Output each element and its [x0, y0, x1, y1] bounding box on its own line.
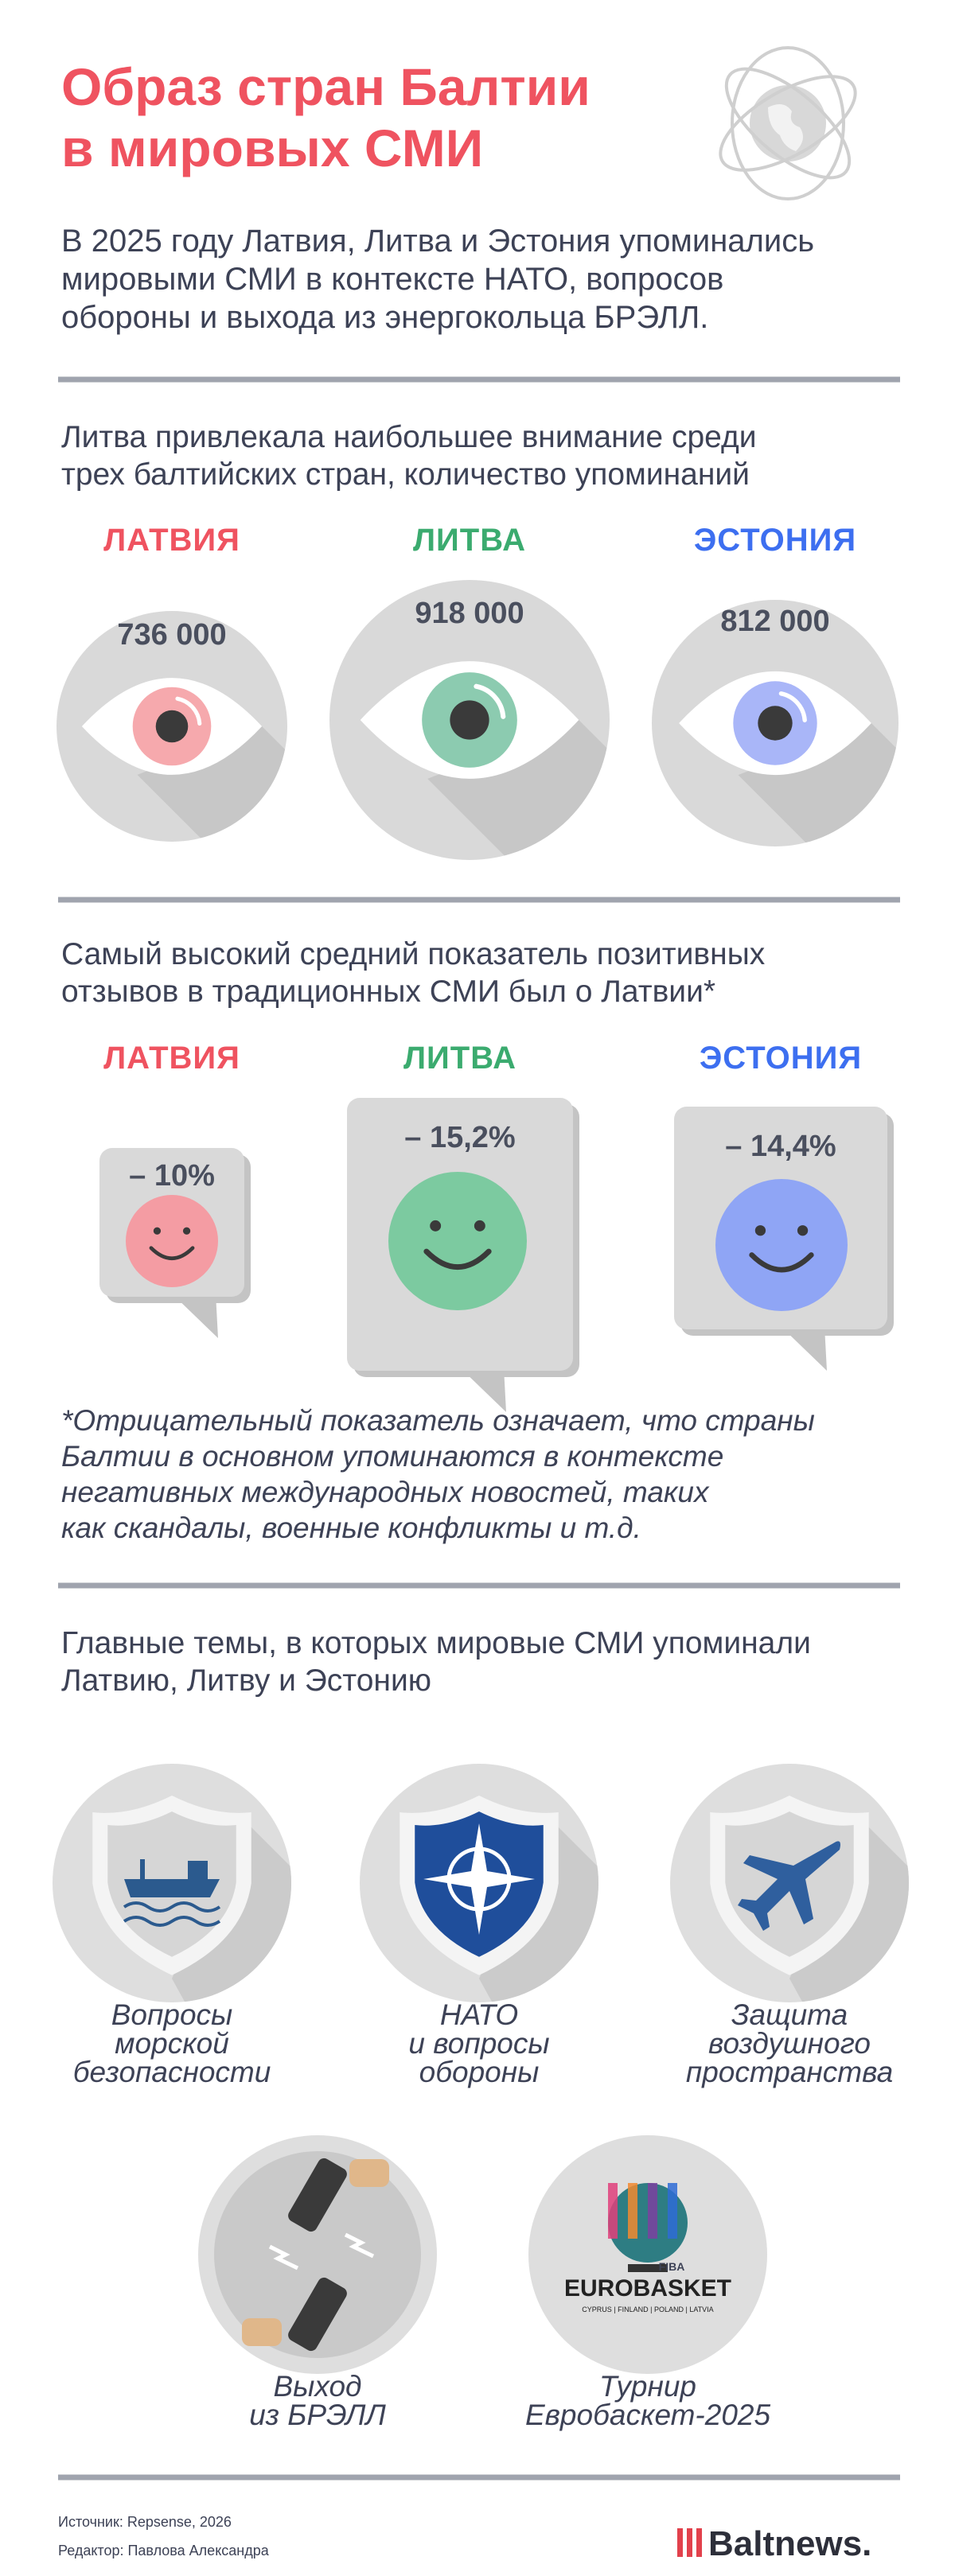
mention-count: 918 000: [415, 597, 524, 630]
highlight: [474, 683, 506, 719]
topic-label: морской: [115, 2027, 229, 2060]
ship: [124, 1879, 220, 1897]
mention-count: 812 000: [720, 605, 829, 638]
country-label: ЛАТВИЯ: [103, 1041, 240, 1076]
smiley-eye: [474, 1220, 485, 1232]
ball-stripe: [608, 2183, 618, 2239]
topic-label: НАТО: [440, 1998, 518, 2031]
emblem-text: CYPRUS | FINLAND | POLAND | LATVIA: [582, 2306, 713, 2313]
smiley-mouth: [149, 1246, 195, 1260]
section-heading: Латвию, Литву и Эстонию: [61, 1664, 431, 1698]
pupil: [758, 706, 793, 741]
hand: [349, 2159, 389, 2187]
country-label: ЛАТВИЯ: [103, 523, 240, 558]
globe-icon: [719, 46, 857, 200]
bubble-tail: [781, 1326, 827, 1371]
title-line: в мировых СМИ: [61, 119, 483, 177]
sentiment-value: – 14,4%: [725, 1130, 836, 1163]
topic-label: Вопросы: [111, 1998, 233, 2031]
ship-mast: [140, 1859, 145, 1879]
section-heading: трех балтийских стран, количество упомин…: [61, 457, 750, 492]
section-heading: Литва привлекала наибольшее внимание сре…: [61, 420, 757, 454]
smiley: [715, 1179, 848, 1311]
topic-label: Выход: [273, 2370, 361, 2403]
logo: Baltnews.: [708, 2524, 871, 2563]
emblem-text: FIBA: [659, 2260, 685, 2273]
sentiment-value: – 10%: [129, 1159, 215, 1193]
intro-line: мировыми СМИ в контексте НАТО, вопросов: [61, 262, 723, 297]
footnote-line: *Отрицательный показатель означает, что …: [61, 1404, 815, 1437]
long-shadow: [137, 726, 287, 842]
topic-label: безопасности: [73, 2056, 271, 2088]
highlight: [778, 691, 807, 722]
wave: [123, 1901, 221, 1913]
stand: [628, 2264, 668, 2272]
smiley-eye: [430, 1220, 442, 1232]
bubble-tail: [460, 1368, 506, 1412]
topic-label: Защита: [731, 1998, 848, 2031]
topic-label: воздушного: [708, 2027, 871, 2060]
country-label: ЭСТОНИЯ: [700, 1041, 862, 1076]
ball-stripe: [668, 2183, 677, 2239]
country-label: ЭСТОНИЯ: [694, 523, 856, 558]
ball-stripe: [628, 2183, 637, 2239]
section-heading: Самый высокий средний показатель позитив…: [61, 937, 766, 971]
socket: [288, 2277, 347, 2352]
badge-inner: [214, 2151, 421, 2358]
intro-line: В 2025 году Латвия, Литва и Эстония упом…: [61, 224, 814, 259]
topic-label: пространства: [686, 2056, 893, 2088]
source: Источник: Repsense, 2026: [58, 2514, 232, 2530]
ball-stripe: [648, 2183, 657, 2239]
topic-label: Евробаскет-2025: [525, 2399, 771, 2431]
footnote-line: как скандалы, военные конфликты и т.д.: [61, 1512, 641, 1544]
dividers: [58, 376, 900, 2481]
smiley-eye: [182, 1227, 191, 1235]
topic-label: обороны: [419, 2056, 540, 2088]
footnote-line: Балтии в основном упоминаются в контекст…: [61, 1440, 723, 1473]
wave: [123, 1916, 221, 1927]
section-heading: отзывов в традиционных СМИ был о Латвии*: [61, 975, 715, 1009]
nato-star: [423, 1823, 535, 1935]
long-shadow: [738, 723, 898, 846]
emblem-text: EUROBASKET: [564, 2275, 731, 2302]
smiley-eye: [153, 1227, 162, 1235]
highlight: [175, 696, 202, 726]
hand: [242, 2318, 282, 2346]
plug: [288, 2158, 347, 2232]
long-shadow: [427, 720, 610, 860]
section-heading: Главные темы, в которых мировые СМИ упом…: [61, 1626, 811, 1660]
topic-label: Турнир: [599, 2370, 696, 2403]
pupil: [450, 700, 489, 740]
logo-bars: [677, 2528, 702, 2557]
footnote-line: негативных международных новостей, таких: [61, 1476, 710, 1508]
spark: [268, 2232, 375, 2271]
bubble-tail: [172, 1294, 218, 1338]
country-label: ЛИТВА: [403, 1041, 516, 1076]
sentiment-value: – 15,2%: [404, 1121, 515, 1154]
topic-label: и вопросы: [408, 2027, 549, 2060]
ship-cabin: [188, 1861, 208, 1879]
smiley-mouth: [749, 1252, 814, 1273]
smiley: [126, 1195, 218, 1287]
smiley-eye: [754, 1225, 766, 1236]
editor: Редактор: Павлова Александра: [58, 2543, 270, 2558]
smiley: [388, 1172, 527, 1310]
smiley-eye: [797, 1225, 809, 1236]
title-line: Образ стран Балтии: [61, 57, 591, 116]
mention-count: 736 000: [117, 618, 226, 652]
plane: [738, 1841, 840, 1931]
topic-label: из БРЭЛЛ: [249, 2399, 386, 2431]
smiley-mouth: [423, 1248, 492, 1270]
intro-line: обороны и выхода из энергокольца БРЭЛЛ.: [61, 300, 708, 335]
country-label: ЛИТВА: [413, 523, 526, 558]
pupil: [155, 710, 189, 743]
